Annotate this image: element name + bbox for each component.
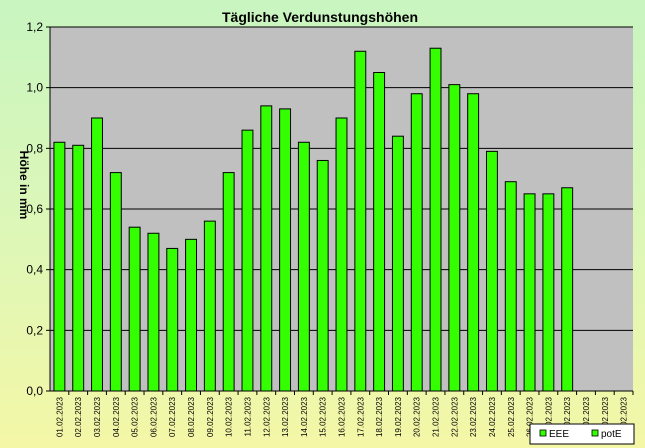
bar-pote-27 [542,193,555,392]
bar-pote-22 [448,84,461,392]
bar-pote-11 [241,129,254,392]
bar-pote-4 [109,172,122,392]
chart-title: Tägliche Verdunstungshöhen [222,9,418,25]
legend-label-eee: EEE [549,429,569,440]
bar-pote-20 [410,93,423,392]
bar-pote-13 [279,108,292,392]
x-tick-label: 13.02.2023 [281,396,290,437]
x-tick-label: 30.02.2023 [601,396,610,437]
x-tick-label: 16.02.2023 [338,396,347,437]
x-tick-label: 25.02.2023 [507,396,516,437]
legend-box [529,423,635,445]
x-tick-label: 04.02.2023 [112,396,121,437]
y-tick-label: 1,2 [26,20,43,34]
bar-pote-2 [72,144,85,392]
x-tick-label: 01.02.2023 [55,396,64,437]
x-tick-label: 24.02.2023 [488,396,497,437]
x-tick-label: 17.02.2023 [356,396,365,437]
bar-pote-24 [485,150,498,392]
legend-swatch-pote [591,429,599,437]
x-tick-label: 12.02.2023 [262,396,271,437]
y-tick-label: 1,0 [26,81,43,95]
bar-pote-21 [429,47,442,392]
x-tick-label: 20.02.2023 [413,396,422,437]
x-tick-label: 22.02.2023 [450,396,459,437]
x-tick-label: 06.02.2023 [149,396,158,437]
x-tick-label: 05.02.2023 [131,396,140,437]
x-tick-label: 23.02.2023 [469,396,478,437]
bar-pote-12 [260,105,273,392]
bar-pote-3 [91,117,103,392]
bar-pote-15 [316,159,329,392]
y-tick-label: 0,8 [26,141,43,155]
x-tick-label: 09.02.2023 [206,396,215,437]
bar-pote-19 [391,135,404,392]
bar-pote-18 [373,72,386,392]
x-tick-label: 26.02.2023 [526,396,535,437]
x-tick-label: 07.02.2023 [168,396,177,437]
x-tick-label: 15.02.2023 [319,396,328,437]
x-tick-label: 11.02.2023 [243,396,252,436]
y-axis-title: Höhe in mm [17,151,31,220]
y-tick-label: 0,6 [26,202,43,216]
bar-pote-7 [166,247,179,392]
bar-pote-5 [128,226,141,392]
bar-pote-10 [222,172,235,392]
bar-pote-25 [504,181,517,392]
x-tick-label: 29.02.2023 [582,396,591,437]
x-tick-label: 31.02.2023 [620,396,629,437]
bar-pote-8 [185,238,198,392]
bar-pote-1 [53,141,66,392]
x-tick-label: 19.02.2023 [394,396,403,437]
x-tick-label: 18.02.2023 [375,396,384,437]
legend: EEE potE [529,423,635,445]
y-tick-label: 0,4 [26,263,43,277]
x-tick-label: 08.02.2023 [187,396,196,437]
bar-pote-28 [561,187,574,392]
bar-pote-6 [147,232,160,392]
y-tick-label: 0,0 [26,384,43,398]
bar-pote-17 [354,50,367,392]
bar-pote-14 [297,141,310,392]
x-tick-label: 02.02.2023 [74,396,83,437]
x-tick-label: 10.02.2023 [225,396,234,437]
legend-swatch-eee [539,429,547,437]
x-tick-label: 14.02.2023 [300,396,309,437]
bar-pote-9 [203,220,216,392]
x-tick-label: 03.02.2023 [93,396,102,437]
x-tick-label: 28.02.2023 [563,396,572,437]
bar-pote-26 [523,193,536,392]
y-tick-label: 0,2 [26,323,43,337]
bar-pote-23 [467,93,480,392]
x-tick-label: 21.02.2023 [432,396,441,437]
legend-label-pote: potE [601,429,622,440]
x-tick-label: 27.02.2023 [544,396,553,437]
bar-pote-16 [335,117,348,392]
